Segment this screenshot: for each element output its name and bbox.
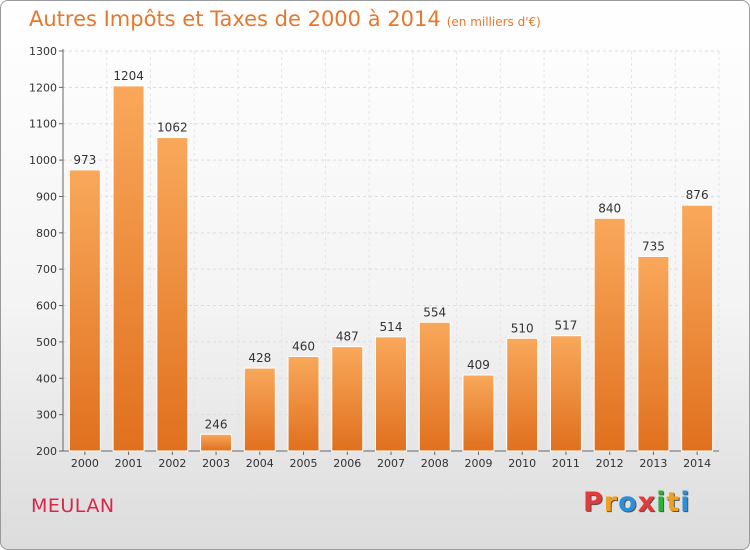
logo-letter: r <box>603 487 619 518</box>
y-tick-label: 500 <box>36 336 57 349</box>
bar-2007 <box>375 336 407 452</box>
logo-letter: t <box>666 487 681 518</box>
x-tick-label: 2002 <box>158 457 186 470</box>
x-tick-label: 2003 <box>202 457 230 470</box>
bar-2002 <box>156 137 189 452</box>
data-label: 876 <box>686 188 709 202</box>
x-tick-label: 2007 <box>377 457 405 470</box>
bar-2009 <box>462 374 495 452</box>
data-label: 517 <box>554 319 577 333</box>
chart-title: Autres Impôts et Taxes de 2000 à 2014 (en… <box>29 7 541 31</box>
x-tick-label: 2004 <box>246 457 274 470</box>
y-tick-label: 700 <box>36 263 57 276</box>
bar-2014 <box>681 204 714 452</box>
x-tick-label: 2013 <box>639 457 667 470</box>
data-label: 735 <box>642 239 665 253</box>
x-tick-label: 2010 <box>508 457 536 470</box>
data-label: 514 <box>380 320 403 334</box>
x-tick-label: 2008 <box>421 457 449 470</box>
data-label: 409 <box>467 358 490 372</box>
data-label: 554 <box>423 305 446 319</box>
bar-2008 <box>418 321 451 452</box>
data-label: 1062 <box>157 121 188 135</box>
x-tick-label: 2000 <box>71 457 99 470</box>
data-label: 246 <box>205 417 228 431</box>
x-tick-label: 2014 <box>683 457 711 470</box>
x-tick-label: 2009 <box>464 457 492 470</box>
data-label: 487 <box>336 330 359 344</box>
bar-2005 <box>287 355 320 452</box>
logo-letter: i <box>680 487 691 518</box>
y-tick-label: 600 <box>36 300 57 313</box>
x-tick-label: 2001 <box>115 457 143 470</box>
data-label: 973 <box>73 153 96 167</box>
bars <box>68 85 714 452</box>
logo-letter: x <box>637 487 657 518</box>
x-tick-label: 2005 <box>290 457 318 470</box>
y-tick-label: 800 <box>36 227 57 240</box>
data-label: 510 <box>511 321 534 335</box>
chart-unit: (en milliers d'€) <box>446 15 541 29</box>
bar-2011 <box>549 335 582 452</box>
logo-letter: P <box>583 487 604 518</box>
y-tick-label: 200 <box>36 445 57 458</box>
bar-2006 <box>331 346 364 452</box>
y-tick-label: 900 <box>36 190 57 203</box>
bar-2003 <box>200 433 233 452</box>
data-label: 840 <box>598 201 621 215</box>
proxiti-logo: Proxiti <box>583 487 691 518</box>
bar-2000 <box>68 169 101 452</box>
axes: 200 300 400 500 600 700 800 900 1000 1100 1200 1300… <box>29 45 719 470</box>
bar-2004 <box>243 367 276 452</box>
y-tick-label: 1100 <box>29 118 57 131</box>
chart-title-text: Autres Impôts et Taxes de 2000 à 2014 <box>29 7 441 31</box>
logo-letter: o <box>618 487 638 518</box>
x-tick-label: 2006 <box>333 457 361 470</box>
y-tick-label: 1300 <box>29 45 57 58</box>
logo-letter: i <box>656 487 667 518</box>
y-tick-label: 1200 <box>29 81 57 94</box>
y-tick-label: 300 <box>36 409 57 422</box>
data-label: 460 <box>292 339 315 353</box>
x-tick-label: 2011 <box>552 457 580 470</box>
data-label: 428 <box>248 351 271 365</box>
bar-2001 <box>112 85 145 452</box>
data-labels: 973 1204 1062 246 428 460 487 514 554 409 510 517 84… <box>73 69 708 431</box>
location-label: MEULAN <box>31 495 115 517</box>
bar-2010 <box>506 337 539 452</box>
y-tick-label: 400 <box>36 372 57 385</box>
x-tick-label: 2012 <box>596 457 624 470</box>
bar-2012 <box>593 217 626 452</box>
bar-2013 <box>637 255 670 452</box>
y-tick-label: 1000 <box>29 154 57 167</box>
data-label: 1204 <box>113 69 144 83</box>
